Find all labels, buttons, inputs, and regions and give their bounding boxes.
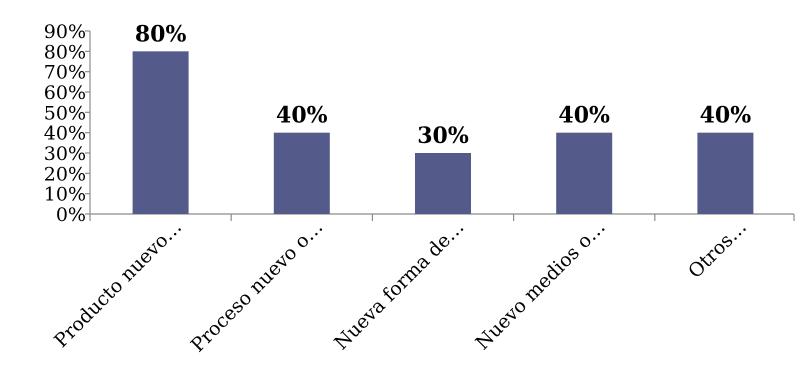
category-label: Proceso nuevo o… xyxy=(187,216,328,357)
bar xyxy=(273,132,330,214)
bar xyxy=(556,132,613,214)
data-label: 40% xyxy=(276,103,328,129)
y-tick-label: 20% xyxy=(44,163,86,185)
y-tick-label: 60% xyxy=(44,82,86,104)
data-label: 40% xyxy=(700,103,752,129)
category-label: Nueva forma de… xyxy=(330,216,468,354)
bar xyxy=(697,132,754,214)
category-label: Producto nuevo… xyxy=(50,216,186,352)
y-tick-label: 70% xyxy=(44,62,86,84)
y-axis: 0%10%20%30%40%50%60%70%80%90% xyxy=(44,21,91,226)
bar xyxy=(415,153,471,214)
y-tick-label: 30% xyxy=(44,143,86,165)
data-label: 80% xyxy=(135,21,187,47)
bar xyxy=(132,51,189,215)
y-tick-label: 40% xyxy=(44,123,86,145)
y-tick-label: 90% xyxy=(44,21,86,43)
y-tick-label: 10% xyxy=(44,184,86,206)
bars xyxy=(132,51,754,215)
data-label: 40% xyxy=(558,103,610,129)
y-tick-label: 50% xyxy=(44,102,86,124)
y-tick-label: 0% xyxy=(56,204,86,226)
x-axis xyxy=(89,213,795,221)
category-labels: Producto nuevo… Proceso nuevo o… Nueva for… xyxy=(50,216,751,357)
category-label: Otros… xyxy=(684,216,751,283)
category-label: Nuevo medios o… xyxy=(471,216,609,354)
data-label: 30% xyxy=(417,123,469,149)
data-labels: 80% 40% 30% 40% 40% xyxy=(135,21,751,149)
y-tick-label: 80% xyxy=(44,41,86,63)
